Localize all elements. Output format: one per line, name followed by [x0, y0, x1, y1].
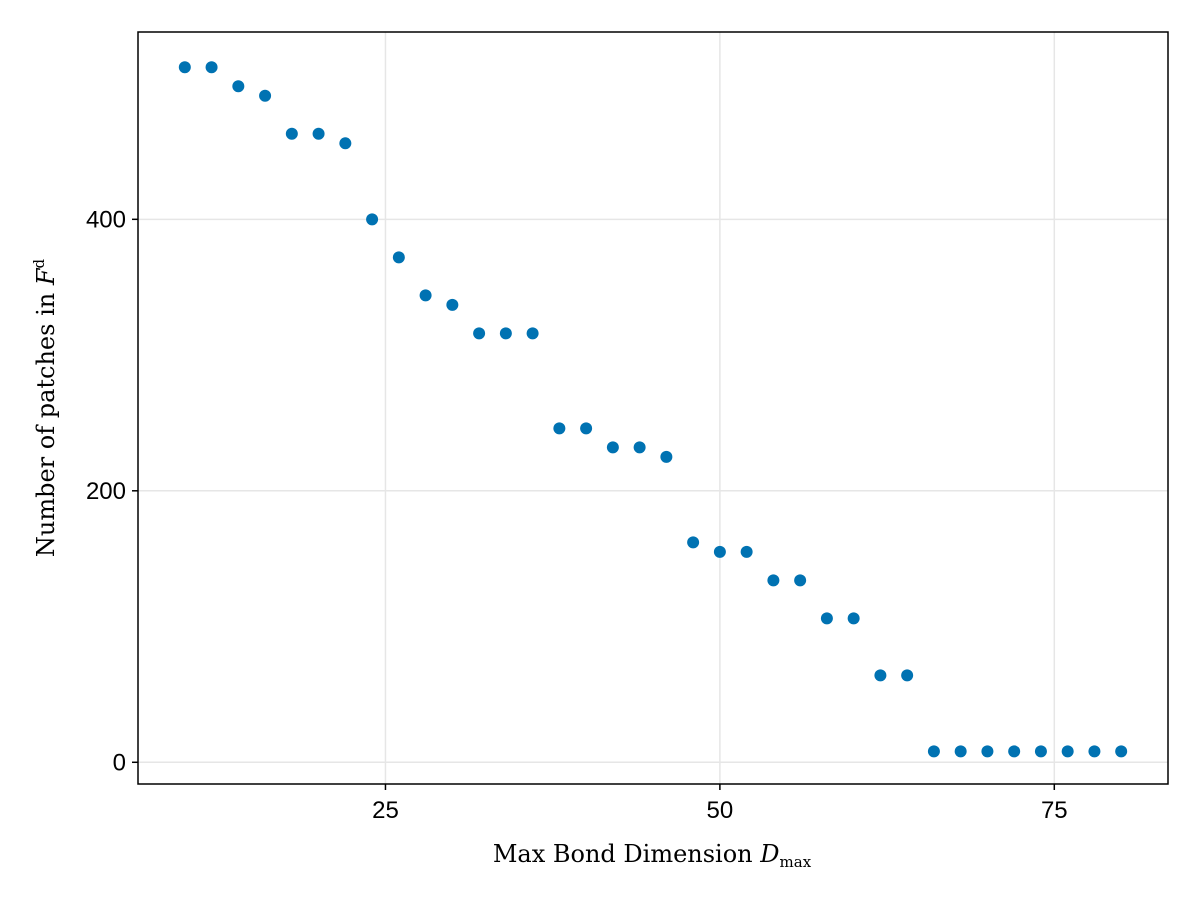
- tick-labels: 25 50 75 0 200 400: [86, 206, 1068, 824]
- grid-lines: [138, 32, 1168, 784]
- data-point: [1061, 745, 1074, 758]
- data-point: [392, 251, 405, 264]
- data-point: [526, 327, 539, 340]
- data-point: [232, 80, 245, 93]
- data-point: [339, 137, 352, 150]
- data-point: [285, 127, 298, 140]
- data-point: [820, 612, 833, 625]
- data-point: [713, 545, 726, 558]
- data-point: [981, 745, 994, 758]
- data-point: [178, 61, 191, 74]
- y-axis-label: Number of patches in Fd: [30, 258, 60, 557]
- data-point: [580, 422, 593, 435]
- y-tick-label: 200: [86, 478, 126, 505]
- plot-frame: [137, 31, 1169, 785]
- data-point: [874, 669, 887, 682]
- data-point: [847, 612, 860, 625]
- data-point: [553, 422, 566, 435]
- data-point: [954, 745, 967, 758]
- x-tick-label: 75: [1041, 797, 1068, 824]
- data-point: [927, 745, 940, 758]
- data-point: [687, 536, 700, 549]
- data-point: [794, 574, 807, 587]
- data-point: [499, 327, 512, 340]
- data-point: [205, 61, 218, 74]
- y-tick-label: 0: [113, 749, 126, 776]
- y-tick-label: 400: [86, 206, 126, 233]
- data-point: [1008, 745, 1021, 758]
- x-tick-label: 50: [707, 797, 734, 824]
- data-point: [1115, 745, 1128, 758]
- x-axis-label: Max Bond Dimension Dmax: [493, 840, 812, 871]
- data-point: [901, 669, 914, 682]
- data-point: [740, 545, 753, 558]
- data-point: [259, 89, 272, 102]
- data-point: [312, 127, 325, 140]
- data-point: [767, 574, 780, 587]
- data-points: [178, 61, 1128, 758]
- data-point: [660, 450, 673, 463]
- data-point: [446, 298, 459, 311]
- data-point: [419, 289, 432, 302]
- data-point: [1088, 745, 1101, 758]
- data-point: [606, 441, 619, 454]
- axis-ticks: [132, 218, 1056, 790]
- data-point: [366, 213, 379, 226]
- x-tick-label: 25: [372, 797, 399, 824]
- data-point: [1034, 745, 1047, 758]
- data-point: [633, 441, 646, 454]
- data-point: [473, 327, 486, 340]
